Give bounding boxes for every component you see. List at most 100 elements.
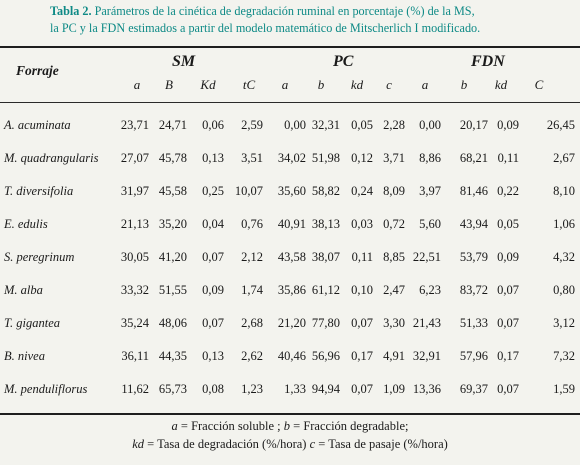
table-cell: 0,12 — [351, 151, 373, 165]
table-cell: 43,58 — [277, 250, 306, 264]
table-caption: Tabla 2. Parámetros de la cinética de de… — [50, 3, 550, 37]
legend-symbol-b: b — [283, 419, 291, 433]
legend-symbol-a: a — [171, 419, 178, 433]
column-header: b — [317, 77, 325, 92]
legend-text-b: = Fracción degradable; — [290, 419, 409, 433]
table-cell: 40,46 — [277, 349, 306, 363]
table-cell: 21,43 — [412, 316, 441, 330]
table-row: E. edulis 21,13 35,20 0,04 0,76 40,91 38,13 0,0… — [0, 217, 580, 237]
table-cell: 35,86 — [277, 283, 306, 297]
table-cell: 0,11 — [497, 151, 519, 165]
table-cell: 21,20 — [277, 316, 306, 330]
table-cell: 69,37 — [459, 382, 488, 396]
table-cell: 27,07 — [120, 151, 149, 165]
table-cell: 44,35 — [158, 349, 187, 363]
group-header-pc: PC — [333, 53, 354, 70]
caption-label: Tabla 2. — [50, 4, 92, 18]
caption-text-line1: Parámetros de la cinética de degradación… — [91, 4, 475, 18]
table-cell: 51,98 — [311, 151, 340, 165]
table-cell: 41,20 — [158, 250, 187, 264]
table-cell: 0,00 — [419, 118, 441, 132]
table-cell: 40,91 — [277, 217, 306, 231]
table-cell: 36,11 — [121, 349, 149, 363]
table-cell: 51,33 — [459, 316, 488, 330]
table-cell: 2,28 — [383, 118, 405, 132]
table-cell: 0,25 — [202, 184, 224, 198]
table-cell: 30,05 — [120, 250, 149, 264]
table-cell: 0,76 — [241, 217, 263, 231]
table-cell: 5,60 — [419, 217, 441, 231]
table-cell: 68,21 — [459, 151, 488, 165]
table-cell: 2,12 — [241, 250, 263, 264]
table-cell: 6,23 — [419, 283, 441, 297]
forage-name: M. penduliflorus — [4, 382, 88, 396]
table-cell: 0,07 — [351, 316, 373, 330]
table-cell: 0,17 — [497, 349, 519, 363]
table-cell: 8,09 — [383, 184, 405, 198]
table-cell: 65,73 — [158, 382, 187, 396]
forage-name: A. acuminata — [4, 118, 71, 132]
table-cell: 13,36 — [412, 382, 441, 396]
table-cell: 1,06 — [553, 217, 575, 231]
table-cell: 22,51 — [412, 250, 441, 264]
table-row: A. acuminata 23,71 24,71 0,06 2,59 0,00 32,31 0… — [0, 118, 580, 138]
table-cell: 58,82 — [311, 184, 340, 198]
table-cell: 8,10 — [553, 184, 575, 198]
top-rule — [0, 46, 580, 48]
table-cell: 0,10 — [351, 283, 373, 297]
table-cell: 43,94 — [459, 217, 488, 231]
table-cell: 8,85 — [383, 250, 405, 264]
group-header-fdn: FDN — [471, 53, 505, 70]
group-header-sm: SM — [172, 53, 196, 70]
table-cell: 38,13 — [311, 217, 340, 231]
table-cell: 0,04 — [202, 217, 224, 231]
table-cell: 0,09 — [497, 118, 519, 132]
table-cell: 0,09 — [497, 250, 519, 264]
column-header: kd — [350, 77, 364, 92]
table-cell: 4,91 — [383, 349, 405, 363]
table-cell: 2,62 — [241, 349, 263, 363]
table-cell: 8,86 — [419, 151, 441, 165]
table-cell: 61,12 — [311, 283, 340, 297]
table-cell: 0,07 — [351, 382, 373, 396]
table-cell: 2,59 — [241, 118, 263, 132]
table-row: T. gigantea 35,24 48,06 0,07 2,68 21,20 77,80 0… — [0, 316, 580, 336]
table-cell: 26,45 — [546, 118, 575, 132]
table-cell: 1,09 — [383, 382, 405, 396]
table-cell: 0,07 — [497, 316, 519, 330]
legend-text-a: = Fracción soluble ; — [177, 419, 284, 433]
table-cell: 35,60 — [277, 184, 306, 198]
table-cell: 0,05 — [497, 217, 519, 231]
column-header: c — [386, 77, 392, 92]
column-header: a — [133, 77, 141, 92]
table-row: M. alba 33,32 51,55 0,09 1,74 35,86 61,12 0,10 2… — [0, 283, 580, 303]
column-header: a — [281, 77, 289, 92]
table-cell: 35,24 — [120, 316, 149, 330]
column-header: tC — [242, 77, 256, 92]
legend-symbol-kd: kd — [132, 437, 144, 451]
table-row: M. penduliflorus 11,62 65,73 0,08 1,23 1,33 94… — [0, 382, 580, 402]
table-cell: 94,94 — [311, 382, 340, 396]
table-cell: 0,03 — [351, 217, 373, 231]
column-header: a — [421, 77, 429, 92]
forage-name: M. quadrangularis — [4, 151, 99, 165]
table-cell: 83,72 — [459, 283, 488, 297]
legend-text-c: = Tasa de pasaje (%/hora) — [315, 437, 448, 451]
table-cell: 1,74 — [241, 283, 263, 297]
bottom-rule — [0, 413, 580, 415]
table-cell: 35,20 — [158, 217, 187, 231]
forraje-header: Forraje — [16, 63, 59, 78]
column-header: kd — [494, 77, 508, 92]
legend-symbol-c: c — [309, 437, 316, 451]
table-row: S. peregrinum 30,05 41,20 0,07 2,12 43,58 38,0… — [0, 250, 580, 270]
table-cell: 0,11 — [351, 250, 373, 264]
table-cell: 3,51 — [241, 151, 263, 165]
table-cell: 51,55 — [158, 283, 187, 297]
table-cell: 0,00 — [284, 118, 306, 132]
table-row: T. diversifolia 31,97 45,58 0,25 10,07 35,60 5… — [0, 184, 580, 204]
table-cell: 56,96 — [311, 349, 340, 363]
table-cell: 0,80 — [553, 283, 575, 297]
forage-name: M. alba — [4, 283, 43, 297]
table-cell: 3,97 — [419, 184, 441, 198]
table-cell: 0,08 — [202, 382, 224, 396]
